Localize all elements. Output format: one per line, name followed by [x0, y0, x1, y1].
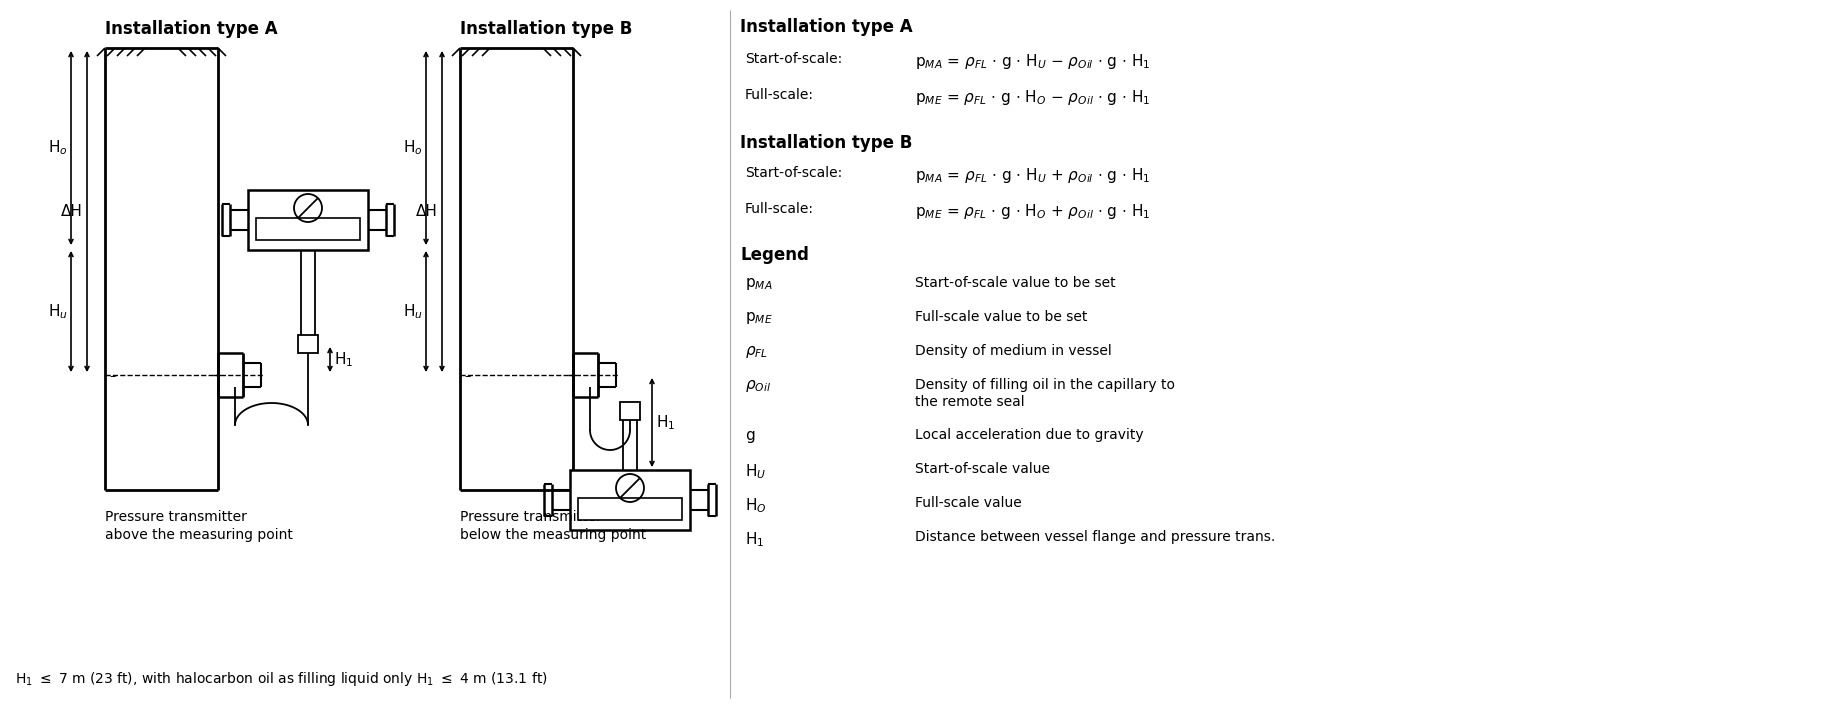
Bar [570, 470, 691, 530]
Text: H$_o$: H$_o$ [403, 139, 423, 157]
Text: H$_u$: H$_u$ [403, 302, 423, 321]
Text: H$_1$ $\leq$ 7 m (23 ft), with halocarbon oil as filling liquid only H$_1$ $\leq: H$_1$ $\leq$ 7 m (23 ft), with halocarbo… [15, 670, 548, 688]
Text: Full-scale value: Full-scale value [914, 496, 1022, 510]
Text: H$_O$: H$_O$ [746, 496, 766, 515]
Text: H$_o$: H$_o$ [48, 139, 68, 157]
Bar [579, 498, 682, 520]
Bar [247, 190, 368, 250]
Text: p$_{ME}$: p$_{ME}$ [746, 310, 773, 326]
Text: ΔH: ΔH [416, 204, 438, 219]
Text: $\rho$$_{FL}$: $\rho$$_{FL}$ [746, 344, 768, 360]
Text: H$_1$: H$_1$ [656, 413, 676, 432]
Text: the remote seal: the remote seal [914, 395, 1024, 409]
Text: p$_{MA}$ = $\rho$$_{FL}$ $\cdot$ g $\cdot$ H$_U$ + $\rho$$_{Oil}$ $\cdot$ g $\cd: p$_{MA}$ = $\rho$$_{FL}$ $\cdot$ g $\cdo… [914, 166, 1150, 185]
Text: Pressure transmitter: Pressure transmitter [460, 510, 603, 524]
Text: p$_{MA}$: p$_{MA}$ [746, 276, 773, 292]
Text: below the measuring point: below the measuring point [460, 528, 647, 542]
Text: H$_u$: H$_u$ [48, 302, 68, 321]
Text: Start-of-scale value to be set: Start-of-scale value to be set [914, 276, 1116, 290]
Text: –: – [465, 370, 471, 384]
Text: Start-of-scale value: Start-of-scale value [914, 462, 1050, 476]
Text: H$_1$: H$_1$ [746, 530, 764, 549]
Text: Full-scale:: Full-scale: [746, 88, 813, 102]
Text: Installation type A: Installation type A [104, 20, 278, 38]
Text: Start-of-scale:: Start-of-scale: [746, 52, 843, 66]
Text: Installation type B: Installation type B [460, 20, 632, 38]
Text: Local acceleration due to gravity: Local acceleration due to gravity [914, 428, 1143, 442]
Text: Full-scale value to be set: Full-scale value to be set [914, 310, 1088, 324]
Text: Pressure transmitter: Pressure transmitter [104, 510, 247, 524]
Text: above the measuring point: above the measuring point [104, 528, 293, 542]
Text: p$_{ME}$ = $\rho$$_{FL}$ $\cdot$ g $\cdot$ H$_O$ + $\rho$$_{Oil}$ $\cdot$ g $\cd: p$_{ME}$ = $\rho$$_{FL}$ $\cdot$ g $\cdo… [914, 202, 1150, 221]
Text: ΔH: ΔH [60, 204, 82, 219]
Text: Installation type A: Installation type A [740, 18, 912, 36]
Text: $\rho$$_{Oil}$: $\rho$$_{Oil}$ [746, 378, 771, 394]
Text: p$_{MA}$ = $\rho$$_{FL}$ $\cdot$ g $\cdot$ H$_U$ $-$ $\rho$$_{Oil}$ $\cdot$ g $\: p$_{MA}$ = $\rho$$_{FL}$ $\cdot$ g $\cdo… [914, 52, 1150, 71]
Text: H$_1$: H$_1$ [333, 350, 354, 369]
Text: Legend: Legend [740, 246, 810, 264]
Text: Distance between vessel flange and pressure trans.: Distance between vessel flange and press… [914, 530, 1275, 544]
Bar [619, 402, 639, 420]
Text: Full-scale:: Full-scale: [746, 202, 813, 216]
Text: Start-of-scale:: Start-of-scale: [746, 166, 843, 180]
Text: H$_U$: H$_U$ [746, 462, 766, 481]
Text: g: g [746, 428, 755, 443]
Text: Density of medium in vessel: Density of medium in vessel [914, 344, 1112, 358]
Text: Installation type B: Installation type B [740, 134, 912, 152]
Text: –: – [110, 370, 115, 384]
Bar [256, 218, 361, 240]
Text: Density of filling oil in the capillary to: Density of filling oil in the capillary … [914, 378, 1174, 392]
Text: p$_{ME}$ = $\rho$$_{FL}$ $\cdot$ g $\cdot$ H$_O$ $-$ $\rho$$_{Oil}$ $\cdot$ g $\: p$_{ME}$ = $\rho$$_{FL}$ $\cdot$ g $\cdo… [914, 88, 1150, 107]
Bar [299, 335, 319, 353]
